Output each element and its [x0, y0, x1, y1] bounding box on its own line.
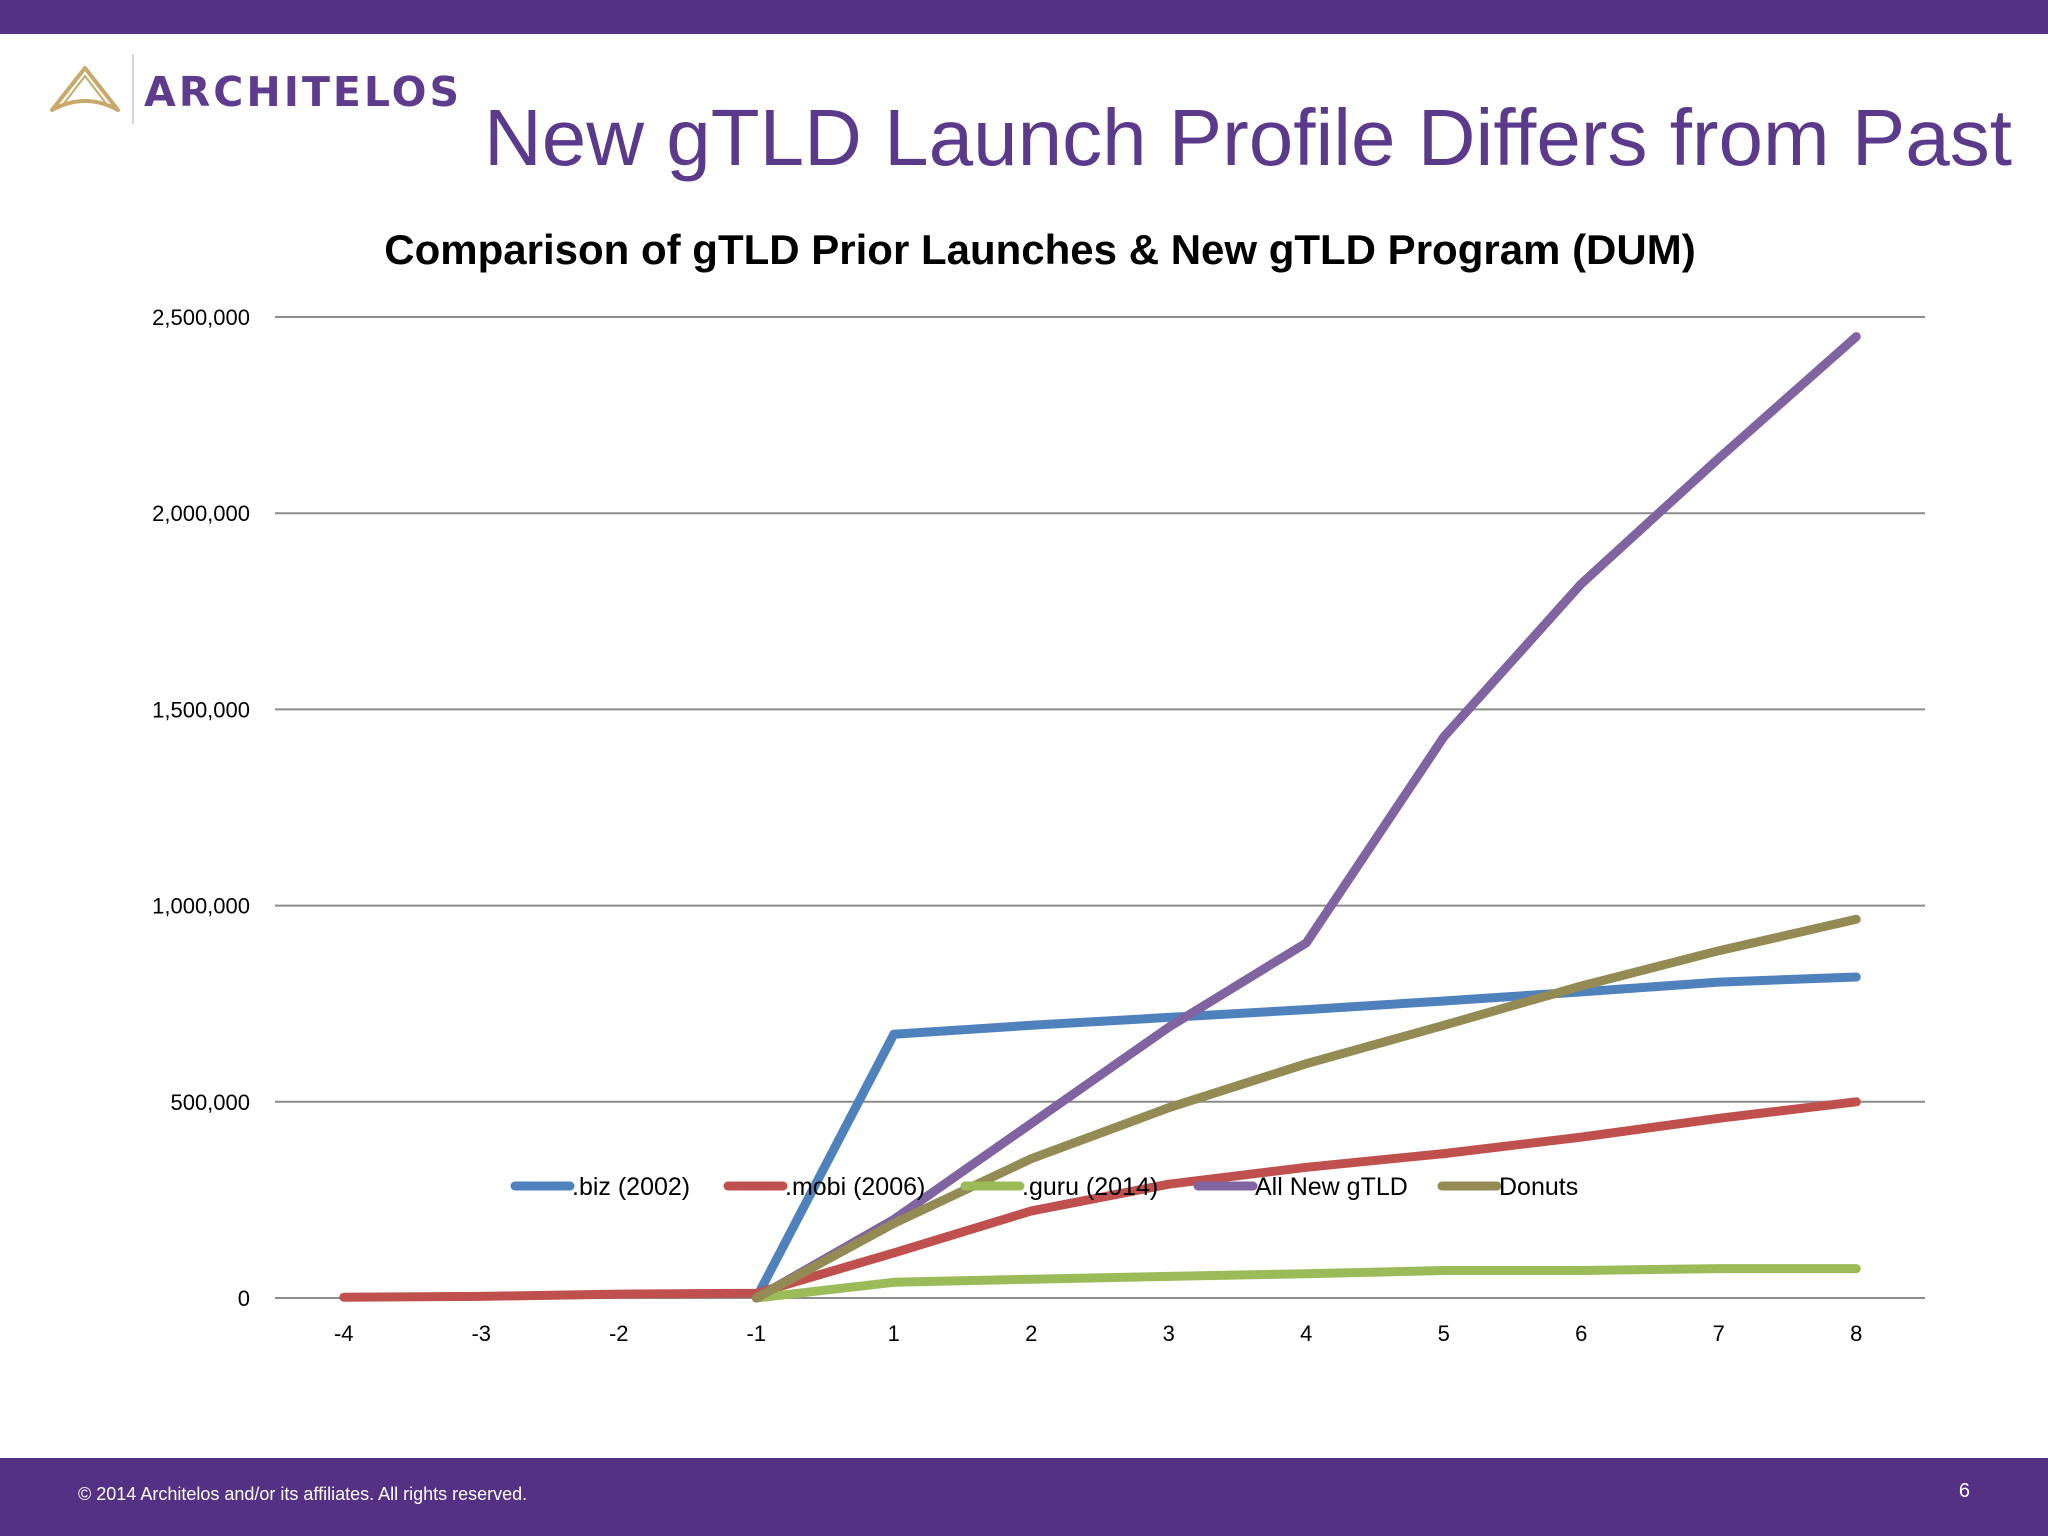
footer-copyright: © 2014 Architelos and/or its affiliates.…: [78, 1484, 528, 1504]
x-tick-label: 2: [1025, 1321, 1037, 1346]
line-chart: Comparison of gTLD Prior Launches & New …: [152, 226, 1925, 1346]
grid: [275, 316, 1925, 1299]
x-tick-label: -3: [471, 1321, 491, 1346]
legend-label: .guru (2014): [1022, 1173, 1158, 1201]
x-tick-label: 7: [1713, 1321, 1725, 1346]
series-line: [751, 332, 1861, 1303]
x-tick-label: 5: [1438, 1321, 1450, 1346]
y-tick-label: 2,500,000: [152, 305, 250, 330]
top-bar: [0, 0, 2048, 34]
logo-mark-icon: [50, 66, 120, 112]
legend: .biz (2002) .mobi (2006) .guru (2014) All N…: [510, 1173, 1578, 1201]
bottom-bar: [0, 1458, 2048, 1536]
logo-divider: [132, 54, 134, 124]
x-tick-label: 6: [1575, 1321, 1587, 1346]
legend-label: .mobi (2006): [785, 1173, 925, 1201]
x-axis: -4 -3 -2 -1 1 2 3 4 5 6 7 8: [334, 1321, 1862, 1346]
x-tick-label: 8: [1850, 1321, 1862, 1346]
logo-text: ARCHITELOS: [144, 68, 462, 116]
x-tick-label: 4: [1300, 1321, 1312, 1346]
y-tick-label: 500,000: [170, 1090, 250, 1115]
series-line: [751, 1264, 1861, 1303]
y-tick-label: 1,000,000: [152, 894, 250, 919]
x-tick-label: -2: [609, 1321, 629, 1346]
legend-label: .biz (2002): [572, 1173, 690, 1201]
series-line: [751, 972, 1861, 1303]
x-tick-label: 1: [888, 1321, 900, 1346]
series: [339, 332, 1861, 1303]
slide-title: New gTLD Launch Profile Differs from Pas…: [483, 93, 2012, 182]
logo: ARCHITELOS: [48, 54, 459, 124]
y-axis: 0 500,000 1,000,000 1,500,000 2,000,000 2,500…: [152, 305, 250, 1311]
x-tick-label: 3: [1163, 1321, 1175, 1346]
chart-title: Comparison of gTLD Prior Launches & New …: [384, 226, 1695, 273]
legend-label: Donuts: [1499, 1173, 1578, 1201]
x-tick-label: -4: [334, 1321, 354, 1346]
page-number: 6: [1958, 1480, 1970, 1502]
series-line: [751, 914, 1861, 1303]
legend-label: All New gTLD: [1255, 1173, 1408, 1201]
y-tick-label: 1,500,000: [152, 697, 250, 722]
y-tick-label: 0: [238, 1286, 250, 1311]
y-tick-label: 2,000,000: [152, 501, 250, 526]
x-tick-label: -1: [746, 1321, 766, 1346]
series-line: [339, 1097, 1861, 1302]
